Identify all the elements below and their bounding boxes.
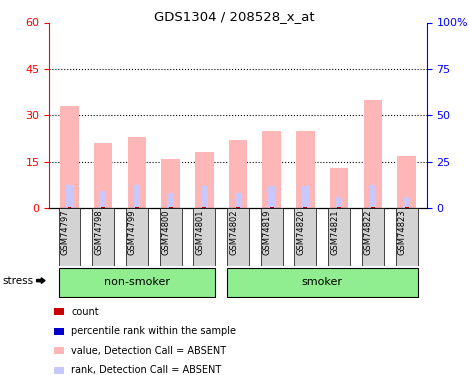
Text: rank, Detection Call = ABSENT: rank, Detection Call = ABSENT <box>71 365 221 375</box>
Text: GSM74799: GSM74799 <box>128 210 137 255</box>
Bar <box>193 208 215 266</box>
Bar <box>167 193 174 208</box>
Bar <box>403 197 410 208</box>
Bar <box>59 208 80 266</box>
Bar <box>337 207 341 208</box>
Bar <box>101 207 105 208</box>
Text: count: count <box>71 307 99 316</box>
Bar <box>60 106 79 208</box>
Bar <box>270 207 274 208</box>
Text: GSM74822: GSM74822 <box>364 210 373 255</box>
Bar <box>195 152 213 208</box>
Bar <box>328 208 350 266</box>
Bar <box>302 186 309 208</box>
Bar <box>68 207 71 208</box>
Bar <box>201 186 208 208</box>
Bar <box>227 268 417 297</box>
Bar <box>169 207 173 208</box>
Bar <box>363 100 382 208</box>
Text: GSM74798: GSM74798 <box>94 210 103 255</box>
Bar <box>128 137 146 208</box>
Bar <box>134 185 140 208</box>
Bar <box>295 208 317 266</box>
Text: value, Detection Call = ABSENT: value, Detection Call = ABSENT <box>71 346 227 355</box>
Bar <box>236 207 240 208</box>
Bar <box>296 131 315 208</box>
Text: percentile rank within the sample: percentile rank within the sample <box>71 326 236 336</box>
Bar <box>370 185 376 208</box>
Bar <box>371 207 375 208</box>
Bar <box>161 159 180 208</box>
Bar <box>126 208 148 266</box>
Bar <box>100 191 106 208</box>
Bar <box>405 207 408 208</box>
Bar <box>261 208 283 266</box>
Bar <box>59 268 215 297</box>
Text: GSM74823: GSM74823 <box>398 210 407 255</box>
Bar <box>92 208 114 266</box>
Text: GSM74819: GSM74819 <box>263 210 272 255</box>
Bar <box>396 208 417 266</box>
Bar <box>268 186 275 208</box>
Bar <box>263 131 281 208</box>
Bar <box>159 208 182 266</box>
Bar <box>229 140 247 208</box>
Bar <box>397 156 416 208</box>
Text: GDS1304 / 208528_x_at: GDS1304 / 208528_x_at <box>154 10 315 24</box>
Bar <box>336 197 342 208</box>
Bar <box>303 207 307 208</box>
Text: GSM74820: GSM74820 <box>296 210 305 255</box>
Text: GSM74800: GSM74800 <box>162 210 171 255</box>
Text: smoker: smoker <box>302 276 343 286</box>
Text: GSM74797: GSM74797 <box>61 210 69 255</box>
Text: GSM74821: GSM74821 <box>330 210 339 255</box>
Bar <box>94 143 113 208</box>
Bar <box>362 208 384 266</box>
Bar <box>330 168 348 208</box>
Bar <box>202 207 206 208</box>
Bar <box>227 208 249 266</box>
Bar <box>235 193 241 208</box>
Bar <box>66 185 73 208</box>
Text: stress: stress <box>2 276 33 286</box>
Text: GSM74801: GSM74801 <box>195 210 204 255</box>
Bar <box>135 207 139 208</box>
Text: non-smoker: non-smoker <box>104 276 170 286</box>
Text: GSM74802: GSM74802 <box>229 210 238 255</box>
